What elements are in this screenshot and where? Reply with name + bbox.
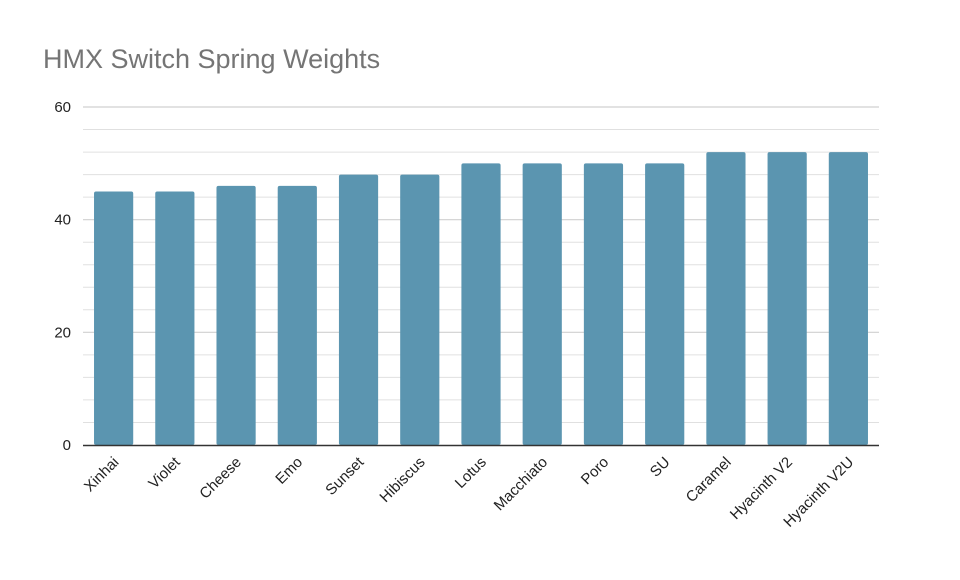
y-tick-label: 20	[54, 324, 71, 341]
bar-macchiato	[522, 163, 562, 446]
x-axis-tick-labels: Xinhai Violet Cheese Emo Sunset Hibiscus Lotus…	[81, 453, 857, 530]
x-tick-label: Macchiato	[491, 454, 551, 514]
bar-poro	[583, 163, 624, 446]
x-tick-label: Emo	[272, 454, 306, 488]
bars	[94, 152, 868, 446]
bar-hyacinth-v2	[767, 152, 807, 446]
bar-sunset	[338, 174, 379, 445]
bar-caramel	[706, 152, 746, 446]
y-tick-label: 0	[63, 437, 71, 454]
x-tick-label: Hibiscus	[376, 454, 428, 506]
bar-hyacinth-v2u	[828, 152, 868, 446]
x-tick-label: Poro	[578, 454, 612, 488]
chart-title: HMX Switch Spring Weights	[43, 44, 381, 74]
bar-cheese	[216, 185, 256, 445]
y-tick-label: 60	[54, 99, 71, 116]
y-tick-label: 40	[54, 212, 71, 229]
x-tick-label: Lotus	[452, 454, 490, 492]
x-tick-label: Sunset	[322, 453, 368, 499]
bar-su	[645, 163, 685, 446]
bar-xinhai	[94, 191, 134, 445]
x-tick-label: Xinhai	[81, 454, 123, 496]
bar-hibiscus	[400, 174, 440, 445]
x-tick-label: Violet	[145, 453, 184, 492]
bar-violet	[155, 191, 195, 445]
x-tick-label: SU	[647, 454, 674, 481]
x-tick-label: Caramel	[683, 454, 735, 506]
x-tick-label: Cheese	[196, 454, 245, 503]
bar-lotus	[461, 163, 501, 446]
y-axis-tick-labels: 0 20 40 60	[54, 99, 71, 454]
bar-emo	[277, 185, 317, 445]
